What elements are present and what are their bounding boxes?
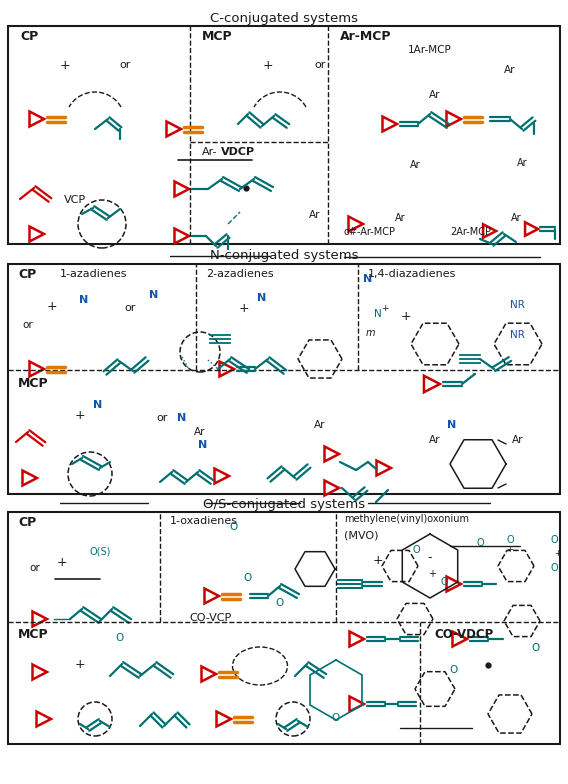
Text: NR: NR [510,330,525,340]
Text: 2-azadienes: 2-azadienes [206,269,274,279]
Text: Ar-MCP: Ar-MCP [340,30,391,42]
Text: CO-VDCP: CO-VDCP [434,627,493,641]
Text: N: N [374,309,382,319]
Text: Ar-: Ar- [202,147,218,157]
Text: N: N [149,290,158,300]
Text: Ar: Ar [512,435,524,445]
Text: CP: CP [18,517,36,529]
Text: CP: CP [20,30,38,42]
Text: +: + [381,303,389,313]
Text: O: O [440,577,448,587]
Text: or: or [156,413,168,423]
Text: Ar: Ar [410,160,420,170]
Text: O: O [476,538,484,548]
Bar [8,512,560,744]
Text: O: O [550,535,558,545]
Text: N: N [198,440,207,450]
Text: methylene(vinyl)oxonium: methylene(vinyl)oxonium [344,514,469,524]
Text: +: + [428,569,436,579]
Text: O: O [450,665,458,675]
Text: O: O [412,545,420,555]
Text: 2Ar-MCP: 2Ar-MCP [450,227,491,237]
Text: Ar: Ar [395,213,406,223]
Text: CP: CP [18,267,36,281]
Bar [8,264,560,494]
Text: +: + [239,302,249,314]
Text: O: O [506,535,514,545]
Text: O: O [550,563,558,573]
Text: C-conjugated systems: C-conjugated systems [210,12,358,24]
Text: or: or [124,303,136,313]
Text: N: N [93,400,103,410]
Text: N: N [177,413,187,423]
Text: +: + [373,554,383,567]
Text: O/S-conjugated systems: O/S-conjugated systems [203,498,365,510]
Text: Ar: Ar [504,65,516,75]
Text: O: O [332,713,340,723]
Text: +: + [74,408,85,422]
Text: or: or [23,320,34,330]
Text: O: O [244,573,252,583]
Text: +: + [74,659,85,672]
Text: MCP: MCP [18,627,49,641]
Text: +: + [57,556,68,568]
Text: Ar: Ar [429,435,441,445]
Text: 1-azadienes: 1-azadienes [60,269,127,279]
Text: or: or [119,60,131,70]
Text: Ar: Ar [511,213,521,223]
Text: +: + [47,299,57,313]
Text: O(S): O(S) [89,547,111,557]
Bar [8,26,560,244]
Text: O: O [276,598,284,608]
Text: +: + [507,546,513,554]
Text: +: + [400,310,411,322]
Text: or: or [30,563,40,573]
Text: or: or [314,60,325,70]
Text: Ar: Ar [194,427,206,437]
Text: MCP: MCP [18,376,49,390]
Text: N: N [80,295,89,305]
Text: m: m [365,328,375,338]
Text: Ar: Ar [309,210,321,220]
Text: -: - [428,551,432,564]
Text: Ar: Ar [429,90,441,100]
Text: O: O [229,522,237,532]
Text: VCP: VCP [64,195,86,205]
Text: 1Ar-MCP: 1Ar-MCP [408,45,452,55]
Text: +: + [262,59,273,71]
Text: +: + [554,550,561,558]
Text: O: O [116,633,124,643]
Text: NR: NR [510,300,525,310]
Text: o#-Ar-MCP: o#-Ar-MCP [343,227,395,237]
Text: N-conjugated systems: N-conjugated systems [210,249,358,262]
Text: 1,4-diazadienes: 1,4-diazadienes [368,269,456,279]
Text: O: O [532,643,540,653]
Text: +: + [60,59,70,71]
Text: MCP: MCP [202,30,233,42]
Text: N: N [447,420,456,430]
Text: CO-VCP: CO-VCP [189,613,231,623]
Text: N: N [364,274,373,284]
Text: (MVO): (MVO) [344,531,378,541]
Text: Ar: Ar [517,158,527,168]
Text: VDCP: VDCP [221,147,255,157]
Text: 1-oxadienes: 1-oxadienes [170,516,238,526]
Text: N: N [257,293,266,303]
Text: Ar: Ar [314,420,326,430]
